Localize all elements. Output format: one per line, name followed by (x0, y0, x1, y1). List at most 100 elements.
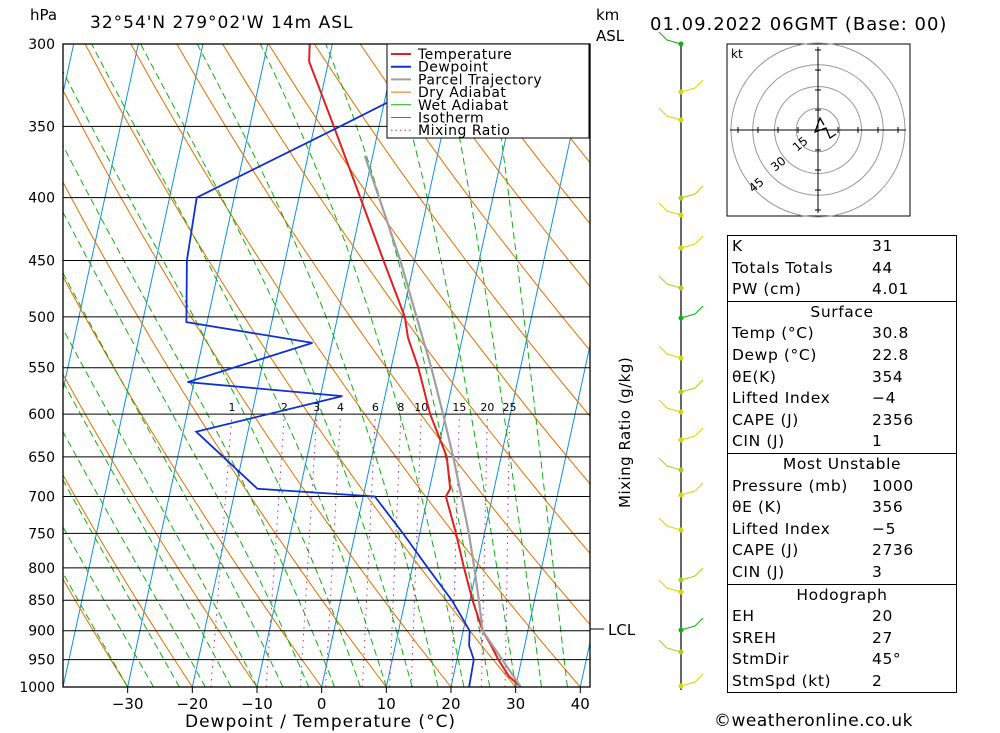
stmspd-row: StmSpd (kt) 2 (732, 671, 883, 690)
axis-ticks: −30 −20 −10 0 10 20 30 40 (112, 687, 590, 713)
temp-tick-label: 0 (317, 695, 327, 713)
k-index-row: K 31 (732, 237, 893, 255)
legend-label: Dewpoint (418, 60, 489, 76)
wet-adiabat-line (487, 44, 568, 687)
wet-adiabat-line (196, 44, 439, 687)
wind-barb (680, 567, 704, 581)
isotherm-line (191, 44, 333, 687)
pressure-tick-label: 1000 (19, 680, 55, 696)
x-axis-title: Dewpoint / Temperature (°C) (185, 712, 456, 732)
legend-label: Wet Adiabat (418, 98, 509, 114)
pressure-tick-label: 600 (28, 407, 55, 423)
wind-barb (680, 185, 704, 199)
surface-li-row: Lifted Index −4 (732, 389, 897, 408)
mixing-ratio-label: 2 (281, 401, 288, 414)
location-title: 32°54'N 279°02'W 14m ASL (90, 13, 354, 33)
wet-adiabat-line (63, 144, 336, 687)
hodograph-indices-title: Hodograph (796, 585, 888, 604)
pressure-tick-label: 300 (28, 37, 55, 53)
surface-thetae-row: θE(K) 354 (732, 367, 904, 386)
dry-adiabat-line (130, 44, 581, 687)
legend-label: Mixing Ratio (418, 123, 510, 139)
stmdir-row: StmDir 45° (732, 650, 902, 669)
mixing-ratio-label: 6 (372, 401, 379, 414)
pressure-tick-label: 750 (28, 526, 55, 542)
legend-label: Parcel Trajectory (418, 72, 542, 88)
wind-barb (680, 617, 704, 631)
mu-li-row: Lifted Index −5 (732, 519, 897, 538)
isotherm-line (63, 44, 139, 393)
asl-label: ASL (596, 27, 625, 45)
site-link[interactable]: weatheronline.co.uk (731, 711, 914, 731)
hodograph-indices-section: Hodograph EH 20 SREH 27 StmDir 45° StmSpd (… (728, 583, 956, 693)
wind-barb (658, 399, 682, 413)
legend-label: Temperature (417, 47, 512, 63)
mixing-ratio-label: 4 (337, 401, 344, 414)
datetime-label: 01.09.2022 06GMT (Base: 00) (650, 14, 947, 35)
mixing-ratio-line (325, 414, 342, 687)
wind-barb (680, 235, 704, 249)
temp-tick-label: 40 (571, 695, 590, 713)
pressure-tick-label: 800 (28, 561, 55, 577)
isotherm-line (63, 44, 204, 687)
isotherm-line (0, 44, 9, 687)
temp-tick-label: 30 (506, 695, 525, 713)
wind-barb (658, 31, 682, 45)
isotherm-line (385, 44, 527, 687)
mu-cape-row: CAPE (J) 2736 (732, 541, 914, 560)
pressure-tick-label: 850 (28, 593, 55, 609)
wind-barb (680, 673, 704, 687)
mixing-ratio-label: 8 (397, 401, 404, 414)
wet-adiabat-line (63, 70, 361, 687)
isotherm-line (515, 343, 590, 687)
temperature-line (308, 44, 522, 687)
mu-cin-row: CIN (J) 3 (732, 562, 883, 581)
profile-lines (185, 44, 522, 687)
lcl-label: LCL (608, 621, 636, 639)
plot-frame (62, 43, 591, 688)
mixing-ratio-label: 20 (480, 401, 494, 414)
dry-adiabat-line (405, 44, 590, 288)
wind-barb (658, 202, 682, 216)
wind-barb (658, 345, 682, 359)
pressure-tick-label: 400 (28, 191, 55, 207)
wind-barb (680, 79, 704, 93)
dry-adiabat-line (222, 44, 590, 554)
pressure-unit: hPa (30, 6, 57, 24)
wind-barb (680, 379, 704, 393)
surface-temp-row: Temp (°C) 30.8 (732, 324, 909, 343)
wind-barb (680, 305, 704, 319)
wind-barb (658, 639, 682, 653)
mu-pressure-row: Pressure (mb) 1000 (732, 476, 914, 495)
mixing-ratio-label: 3 (313, 401, 320, 414)
mixing-ratio-label: 10 (414, 401, 428, 414)
surface-cape-row: CAPE (J) 2356 (732, 410, 914, 429)
mixing-ratio-line (265, 414, 285, 687)
dry-adiabat-line (63, 89, 452, 687)
temp-tick-label: 10 (377, 695, 396, 713)
dry-adiabat-line (359, 44, 590, 352)
mixing-ratio-label: 25 (503, 401, 517, 414)
pressure-tick-label: 550 (28, 361, 55, 377)
wind-barb (680, 427, 704, 441)
isotherm-line (256, 44, 398, 687)
temp-tick-label: −30 (112, 695, 144, 713)
parcel-trajectory-line (363, 155, 522, 687)
wind-barb (658, 107, 682, 121)
pw-row: PW (cm) 4.01 (732, 280, 909, 299)
mixing-ratio-line (389, 414, 402, 687)
copyright-icon: © (714, 711, 732, 731)
temp-tick-label: −20 (176, 695, 208, 713)
isotherm-line (321, 44, 463, 687)
wind-barb (658, 275, 682, 289)
most-unstable-section: Most Unstable Pressure (mb) 1000 θE (K) 35… (728, 452, 956, 584)
temp-tick-label: −10 (241, 695, 273, 713)
isotherm-line (579, 640, 590, 687)
mixing-ratio-label: 15 (452, 401, 466, 414)
dry-adiabat-line (63, 473, 193, 687)
pressure-tick-label: 500 (28, 310, 55, 326)
mixing-ratio-line (299, 414, 318, 687)
dry-adiabat-line (451, 44, 590, 225)
